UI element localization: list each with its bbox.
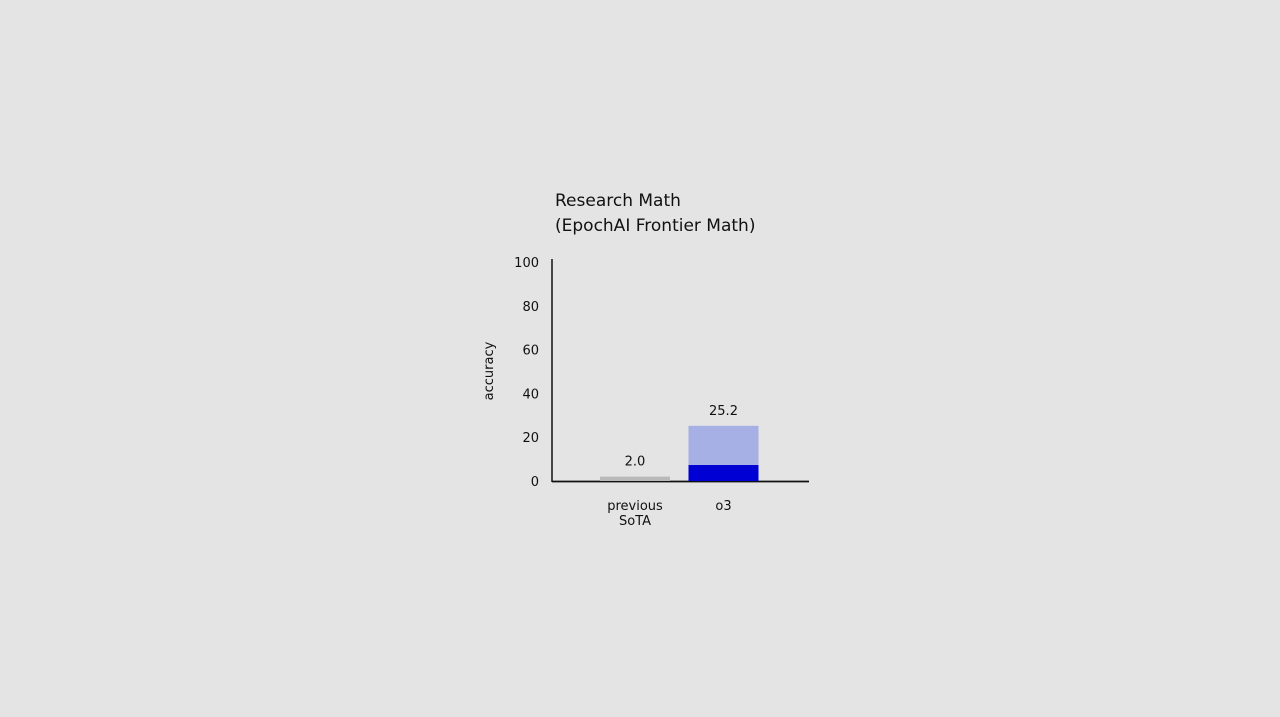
x-tick-label: SoTA	[619, 514, 651, 529]
y-tick-label: 80	[522, 300, 539, 315]
data-label: 2.0	[625, 455, 646, 470]
y-axis-label: accuracy	[482, 341, 497, 400]
x-tick-label: o3	[715, 499, 731, 514]
y-tick-label: 20	[522, 431, 539, 446]
chart-title: Research Math (EpochAI Frontier Math)	[555, 189, 755, 239]
bar-previous-sota	[600, 476, 670, 481]
y-tick-label: 100	[514, 256, 539, 271]
bar-o3-inner-segment	[688, 465, 759, 481]
x-tick-label: previous	[607, 499, 663, 514]
y-tick-label: 0	[531, 475, 539, 490]
data-label: 25.2	[709, 404, 738, 419]
y-tick-label: 40	[522, 387, 539, 402]
chart-title-line-1: Research Math	[555, 191, 681, 211]
y-tick-label: 60	[522, 344, 539, 359]
chart-title-line-2: (EpochAI Frontier Math)	[555, 216, 756, 236]
